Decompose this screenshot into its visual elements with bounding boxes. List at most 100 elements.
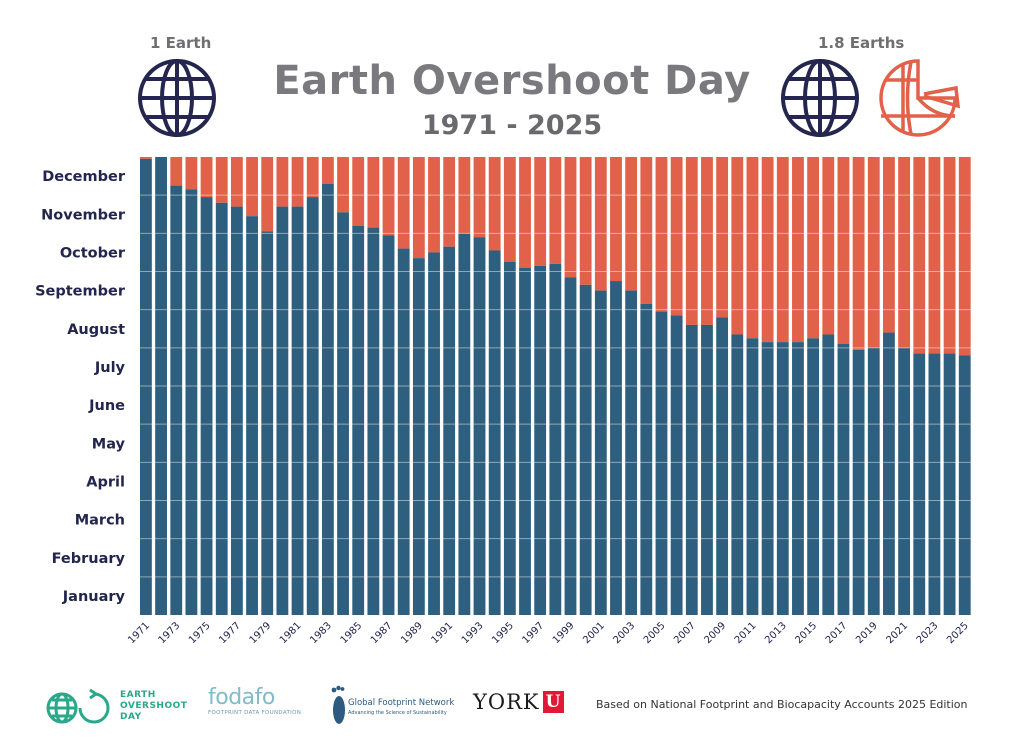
earths-needed-label: 1.8 Earths <box>818 34 905 52</box>
overshoot-day-bar <box>701 324 713 615</box>
overshoot-day-bar <box>519 267 531 615</box>
year-tick-label: 1985 <box>339 620 365 646</box>
overshoot-day-bar <box>670 315 683 615</box>
overshoot-remainder-bar <box>943 157 956 354</box>
overshoot-remainder-bar <box>215 157 228 203</box>
overshoot-day-bar <box>928 353 941 615</box>
overshoot-day-bar <box>458 233 471 616</box>
overshoot-day-bar <box>367 227 380 615</box>
york-logo-u-mark: U <box>542 691 564 713</box>
year-tick-label: 2013 <box>763 620 789 646</box>
overshoot-remainder-bar <box>200 157 213 198</box>
overshoot-day-bar <box>306 197 319 615</box>
overshoot-remainder-bar <box>140 157 152 159</box>
overshoot-remainder-bar <box>367 157 380 228</box>
year-tick-label: 2005 <box>642 620 668 646</box>
year-tick-label: 1977 <box>217 620 243 646</box>
overshoot-remainder-bar <box>746 157 759 339</box>
overshoot-remainder-bar <box>640 157 653 304</box>
overshoot-remainder-bar <box>352 157 365 226</box>
overshoot-remainder-bar <box>701 157 713 325</box>
month-tick-label: December <box>42 169 126 185</box>
year-tick-label: 2015 <box>793 620 819 646</box>
overshoot-day-bar <box>685 324 698 615</box>
overshoot-day-bar <box>898 347 911 615</box>
year-tick-label: 2019 <box>854 620 880 646</box>
year-tick-label: 2023 <box>915 620 941 646</box>
overshoot-day-bar <box>867 347 880 615</box>
overshoot-remainder-bar <box>291 157 304 207</box>
month-tick-label: January <box>62 589 126 605</box>
footprint-icon <box>331 685 345 724</box>
fodafo-logo-tagline: FOOTPRINT DATA FOUNDATION <box>208 710 302 716</box>
overshoot-bar-chart: January February March April May June July Augu… <box>35 157 971 647</box>
gfn-logo-tagline: Advancing the Science of Sustainability <box>348 710 447 716</box>
overshoot-day-bar <box>913 353 926 615</box>
overshoot-remainder-bar <box>519 157 531 268</box>
overshoot-remainder-bar <box>534 157 547 266</box>
overshoot-remainder-bar <box>685 157 698 325</box>
overshoot-remainder-bar <box>261 157 274 232</box>
overshoot-day-bar <box>321 183 334 615</box>
month-tick-label: April <box>86 474 125 490</box>
overshoot-remainder-bar <box>837 157 850 345</box>
overshoot-remainder-bar <box>898 157 911 348</box>
overshoot-day-bar <box>579 284 592 615</box>
fodafo-logo-name: fodafo <box>208 685 275 710</box>
year-tick-label: 2011 <box>733 620 759 646</box>
overshoot-day-bar <box>200 197 213 615</box>
global-footprint-network-logo: Global Footprint Network Advancing the S… <box>330 684 460 734</box>
overshoot-remainder-bar <box>412 157 425 259</box>
overshoot-day-bar <box>610 281 622 615</box>
data-source-note: Based on National Footprint and Biocapac… <box>596 698 968 711</box>
overshoot-remainder-bar <box>731 157 744 335</box>
overshoot-day-bar <box>443 246 456 616</box>
overshoot-remainder-bar <box>170 157 183 186</box>
earth-overshoot-day-logo-icon <box>46 688 110 724</box>
overshoot-remainder-bar <box>488 157 501 251</box>
overshoot-day-bar <box>594 290 607 615</box>
overshoot-day-bar <box>792 342 804 615</box>
year-tick-label: 1993 <box>460 620 486 646</box>
overshoot-remainder-bar <box>306 157 319 198</box>
overshoot-remainder-bar <box>428 157 440 253</box>
earth-overshoot-day-logo: EARTH OVERSHOOT DAY <box>44 688 194 738</box>
year-tick-label: 1981 <box>278 620 304 646</box>
gfn-logo-name: Global Footprint Network <box>348 698 455 708</box>
overshoot-day-bar <box>761 342 774 615</box>
overshoot-day-bar <box>382 235 395 615</box>
overshoot-remainder-bar <box>473 157 486 238</box>
overshoot-remainder-bar <box>655 157 668 312</box>
fodafo-logo: fodafo FOOTPRINT DATA FOUNDATION <box>208 686 318 736</box>
earth-overshoot-day-logo-text: EARTH OVERSHOOT DAY <box>120 690 187 723</box>
overshoot-remainder-bar <box>579 157 592 285</box>
overshoot-remainder-bar <box>185 157 198 190</box>
overshoot-day-bar <box>337 212 349 615</box>
year-tick-label: 1991 <box>430 620 456 646</box>
year-tick-label: 1979 <box>248 620 274 646</box>
overshoot-day-bar <box>276 206 289 615</box>
month-tick-label: September <box>35 284 126 300</box>
overshoot-day-bar <box>852 349 865 615</box>
overshoot-remainder-bar <box>928 157 941 354</box>
york-logo-word: YORK <box>473 690 540 714</box>
overshoot-day-bar <box>473 237 486 615</box>
overshoot-day-bar <box>883 332 895 615</box>
overshoot-remainder-bar <box>807 157 820 339</box>
overshoot-day-bar <box>807 338 820 615</box>
overshoot-day-bar <box>397 248 410 615</box>
overshoot-remainder-bar <box>852 157 865 350</box>
overshoot-remainder-bar <box>716 157 729 318</box>
overshoot-remainder-bar <box>883 157 895 333</box>
one-earth-label: 1 Earth <box>150 34 212 52</box>
overshoot-remainder-bar <box>230 157 243 207</box>
year-tick-label: 1975 <box>187 620 213 646</box>
overshoot-remainder-bar <box>822 157 835 335</box>
overshoot-day-bar <box>185 189 198 616</box>
overshoot-remainder-bar <box>276 157 289 207</box>
year-tick-label: 1989 <box>399 620 425 646</box>
overshoot-day-bar <box>140 158 152 616</box>
overshoot-day-bar <box>822 334 835 615</box>
globe-icon <box>781 59 859 137</box>
overshoot-remainder-bar <box>458 157 471 234</box>
